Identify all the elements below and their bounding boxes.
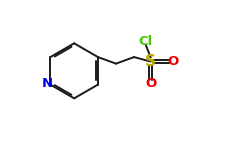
Text: N: N [42,77,53,90]
Text: S: S [145,54,156,69]
Text: Cl: Cl [138,35,153,48]
Text: O: O [145,77,156,90]
Text: O: O [167,55,178,68]
